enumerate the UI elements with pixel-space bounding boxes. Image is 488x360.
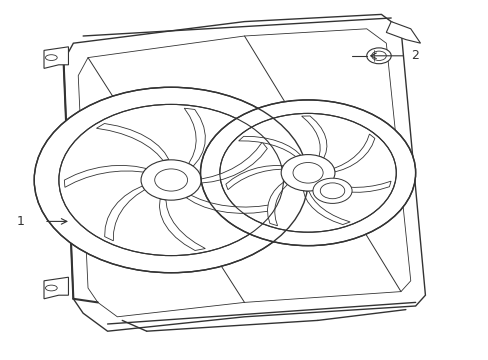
Ellipse shape (220, 113, 395, 232)
Polygon shape (267, 181, 287, 226)
Ellipse shape (200, 100, 415, 246)
Ellipse shape (45, 55, 57, 60)
Polygon shape (303, 191, 349, 225)
Polygon shape (301, 116, 326, 158)
Polygon shape (63, 14, 425, 331)
Polygon shape (201, 142, 267, 183)
Ellipse shape (59, 104, 283, 256)
Polygon shape (104, 186, 144, 241)
Ellipse shape (281, 154, 334, 191)
Polygon shape (325, 181, 390, 192)
Polygon shape (44, 47, 68, 68)
Ellipse shape (320, 183, 344, 199)
Polygon shape (159, 199, 205, 251)
Polygon shape (386, 22, 420, 43)
Polygon shape (96, 123, 168, 160)
Polygon shape (44, 277, 68, 299)
Ellipse shape (45, 285, 57, 291)
Ellipse shape (141, 160, 201, 200)
Polygon shape (184, 108, 205, 166)
Text: 2: 2 (410, 49, 418, 62)
Ellipse shape (34, 87, 307, 273)
Text: 1: 1 (17, 215, 25, 228)
Polygon shape (225, 166, 283, 190)
Ellipse shape (154, 169, 187, 191)
Polygon shape (64, 165, 146, 187)
Polygon shape (238, 136, 300, 157)
Polygon shape (186, 195, 271, 213)
Ellipse shape (371, 51, 386, 60)
Ellipse shape (312, 178, 351, 203)
Ellipse shape (366, 48, 390, 64)
Polygon shape (333, 134, 374, 172)
Ellipse shape (292, 162, 323, 183)
